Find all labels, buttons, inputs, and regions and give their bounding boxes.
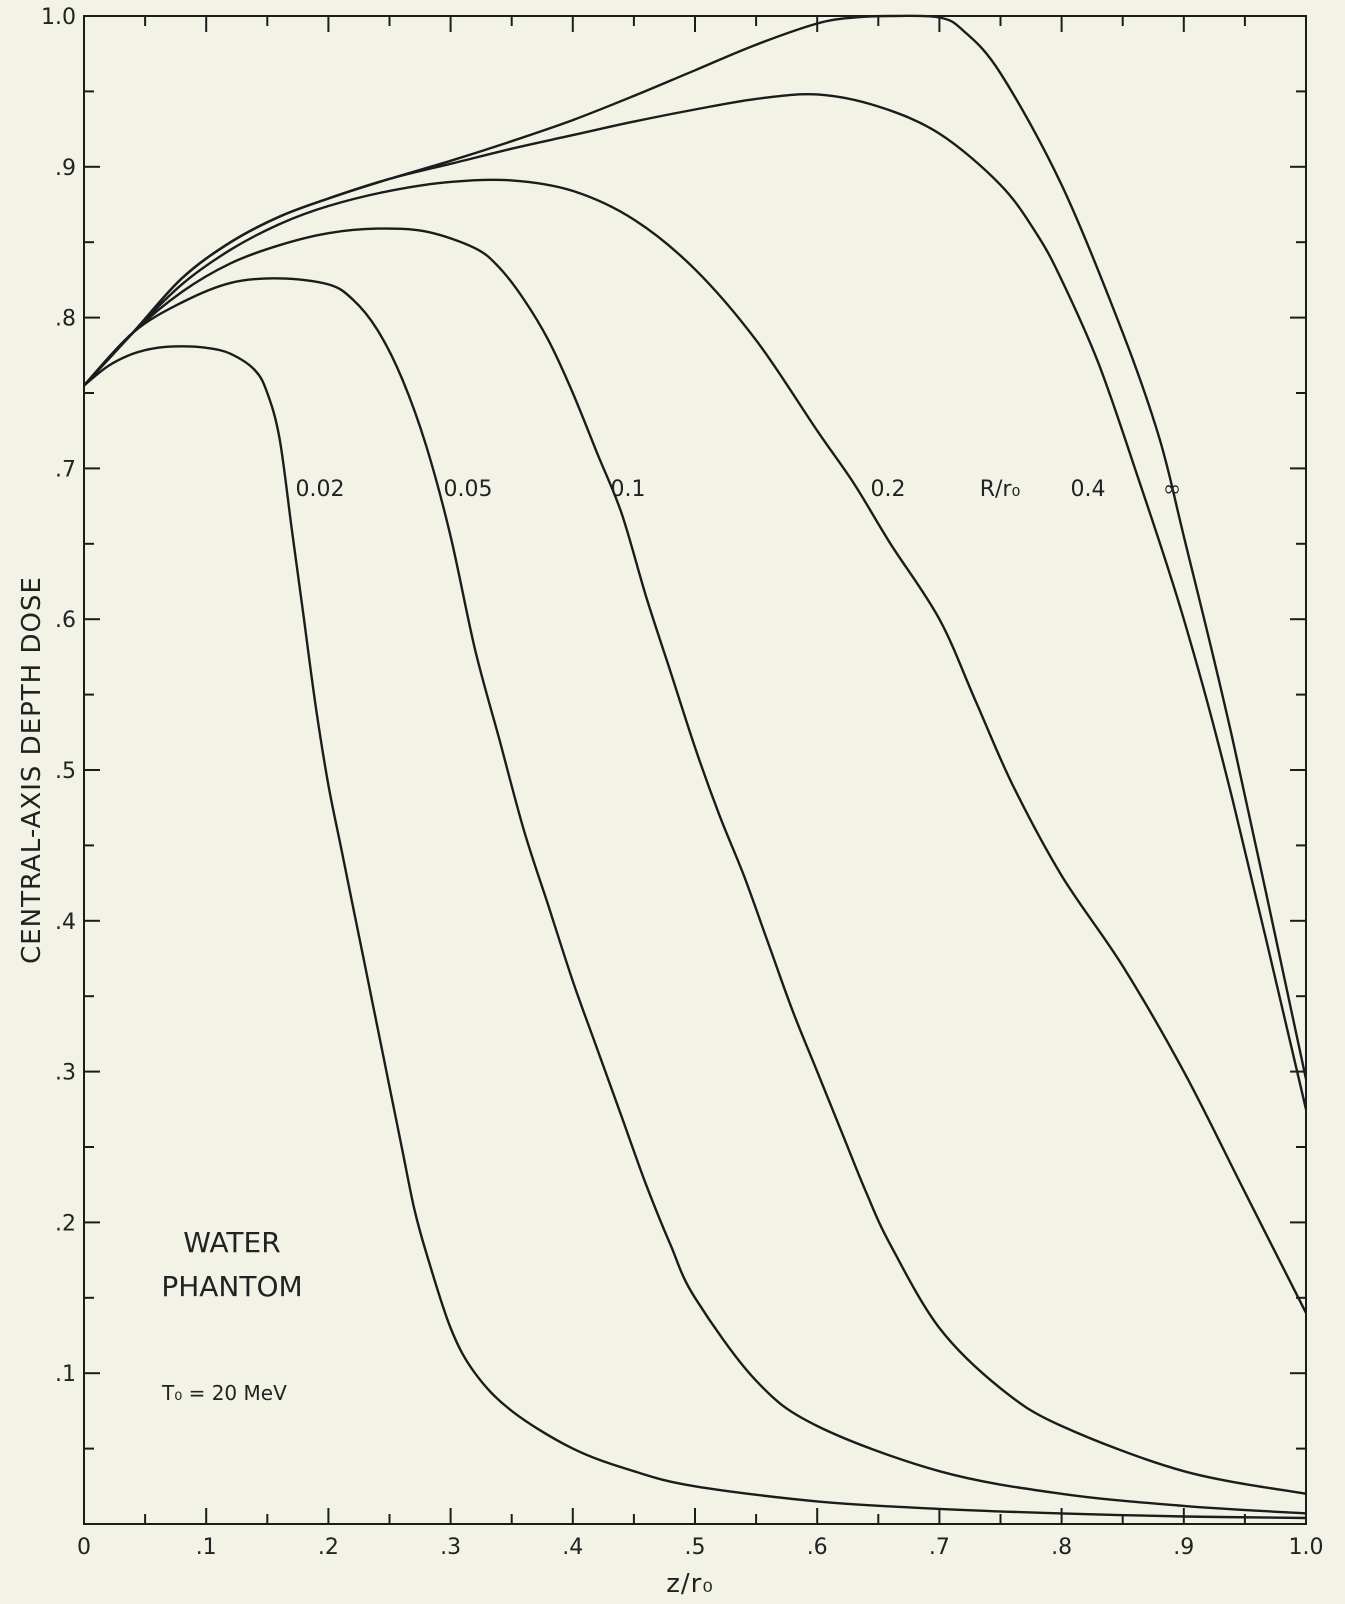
dose-curve-series-4 (83, 178, 1308, 1314)
dose-curve-series-6 (83, 14, 1308, 1080)
y-tick-label: .2 (55, 1211, 76, 1236)
curve-label-series-2: 0.05 (444, 477, 493, 502)
x-tick-label: .8 (1051, 1535, 1072, 1560)
x-tick-label: .2 (318, 1535, 339, 1560)
legend-title: R/r₀ (980, 477, 1021, 502)
y-tick-label: .1 (55, 1362, 76, 1387)
y-tick-labels: .1 .2 .3 .4 .5 .6 .7 .8 .9 1.0 (41, 5, 76, 1387)
curve-label-series-3: 0.1 (611, 477, 646, 502)
energy-label: T₀ = 20 MeV (161, 1381, 287, 1405)
x-tick-label: .9 (1173, 1535, 1194, 1560)
x-tick-label: .1 (196, 1535, 217, 1560)
x-tick-labels: 0 .1 .2 .3 .4 .5 .6 .7 .8 .9 1.0 (77, 1535, 1324, 1560)
x-tick-label: .4 (562, 1535, 583, 1560)
dose-curve-series-3 (83, 227, 1307, 1495)
x-axis-title: z/r₀ (666, 1569, 714, 1599)
y-tick-label: .5 (55, 759, 76, 784)
curve-label-series-5: 0.4 (1071, 477, 1106, 502)
dose-curves (83, 14, 1308, 1520)
curve-label-series-1: 0.02 (296, 477, 345, 502)
phantom-label-line2: PHANTOM (161, 1270, 302, 1303)
x-tick-label: .6 (807, 1535, 828, 1560)
y-tick-label: .4 (55, 910, 76, 935)
y-axis-title: CENTRAL-AXIS DEPTH DOSE (17, 576, 47, 964)
x-tick-label: 0 (77, 1535, 91, 1560)
curve-label-series-6: ∞ (1163, 477, 1181, 502)
dose-curve-series-2 (83, 277, 1307, 1515)
y-tick-label: 1.0 (41, 5, 76, 30)
x-tick-label: .5 (685, 1535, 706, 1560)
y-tick-label: .7 (55, 457, 76, 482)
y-tick-label: .9 (55, 156, 76, 181)
axis-ticks (83, 15, 1307, 1525)
y-tick-label: .6 (55, 608, 76, 633)
y-tick-label: .8 (55, 307, 76, 332)
phantom-label-line1: WATER (183, 1226, 280, 1259)
y-tick-label: .3 (55, 1061, 76, 1086)
x-tick-label: .7 (929, 1535, 950, 1560)
curve-label-series-4: 0.2 (871, 477, 906, 502)
curve-labels: 0.02 0.05 0.1 0.2 0.4 ∞ (296, 477, 1182, 502)
dose-curve-series-5 (83, 92, 1308, 1110)
x-tick-label: .3 (440, 1535, 461, 1560)
dose-curve-series-1 (83, 345, 1307, 1520)
x-tick-label: 1.0 (1289, 1535, 1324, 1560)
